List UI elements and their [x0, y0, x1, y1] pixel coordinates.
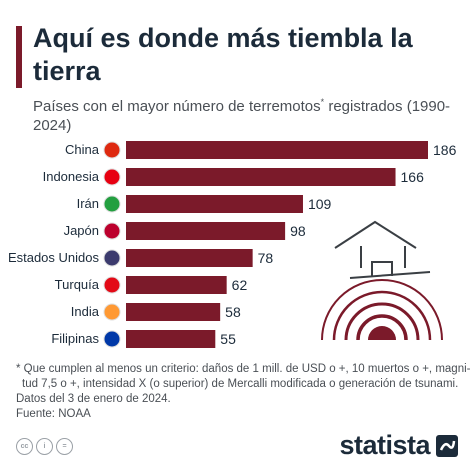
category-label: China [65, 142, 100, 157]
value-label: 186 [433, 142, 457, 158]
by-icon[interactable]: i [36, 438, 53, 455]
bar [126, 303, 221, 321]
value-label: 166 [401, 169, 425, 185]
bar [126, 222, 286, 240]
source-line: Fuente: NOAA [16, 408, 91, 420]
subtitle-footnote-mark: * [320, 97, 325, 107]
country-flag-icon [103, 303, 121, 321]
statista-logo[interactable]: statista [339, 430, 458, 461]
statista-mark-icon [436, 434, 458, 457]
country-flag-icon [103, 168, 121, 186]
category-label: Irán [77, 196, 99, 211]
country-flag-icon [103, 276, 121, 294]
title-accent-bar [16, 26, 22, 88]
category-label: India [71, 304, 100, 319]
value-label: 58 [225, 304, 241, 320]
bar [126, 276, 227, 294]
footnote: * Que cumplen al menos un criterio: daño… [16, 362, 471, 422]
category-label: Filipinas [51, 331, 99, 346]
footnote-line: Datos del 3 de enero de 2024. [16, 393, 171, 405]
country-flag-icon [103, 330, 121, 348]
bar [126, 330, 216, 348]
bar [126, 249, 253, 267]
country-flag-icon [103, 222, 121, 240]
value-label: 98 [290, 223, 306, 239]
bars-layer: China 186 Indonesia 166 Irán 109 Japón 98 Estado… [8, 141, 457, 348]
footnote-line: * Que cumplen al menos un criterio: daño… [16, 363, 471, 375]
category-label: Estados Unidos [8, 250, 100, 265]
value-label: 78 [258, 250, 274, 266]
subtitle-text: Países con el mayor número de terremotos [33, 98, 321, 115]
country-flag-icon [103, 249, 121, 267]
brand-name: statista [339, 430, 430, 460]
category-label: Indonesia [43, 169, 100, 184]
cc-icon[interactable]: cc [16, 438, 33, 455]
footnote-line: tud 7,5 o +, intensidad X (o superior) d… [22, 378, 459, 390]
bar-chart: China 186 Indonesia 166 Irán 109 Japón 98 Estado… [8, 141, 457, 348]
value-label: 109 [308, 196, 332, 212]
value-label: 55 [220, 331, 236, 347]
bar [126, 195, 303, 213]
subtitle-period: registrados (1990-2024) [33, 98, 451, 134]
bar [126, 168, 396, 186]
license-icons: cc i = [16, 438, 73, 455]
category-label: Japón [64, 223, 99, 238]
chart-subtitle: Países con el mayor número de terremotos… [33, 93, 463, 135]
category-label: Turquía [55, 277, 100, 292]
bar [126, 141, 428, 159]
equals-icon[interactable]: = [56, 438, 73, 455]
chart-title: Aquí es donde más tiembla la tierra [33, 23, 413, 86]
country-flag-icon [103, 141, 121, 159]
earthquake-house-illustration [321, 220, 443, 341]
value-label: 62 [232, 277, 248, 293]
country-flag-icon [103, 195, 121, 213]
